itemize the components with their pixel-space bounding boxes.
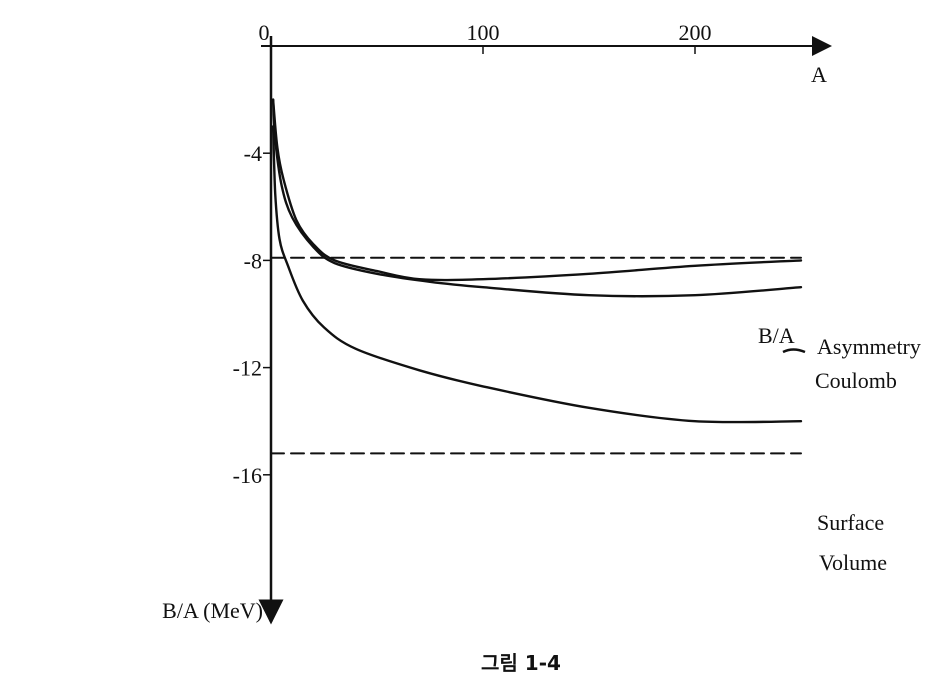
- series-surface-line: [271, 125, 803, 424]
- x-tick-label: 100: [467, 20, 500, 45]
- y-tick-label: -16: [233, 463, 262, 488]
- series-coulomb-line: [271, 98, 803, 298]
- label-asymmetry: Asymmetry: [817, 334, 921, 359]
- y-tick-label: -8: [244, 248, 262, 273]
- y-axis-label: B/A (MeV): [162, 598, 263, 623]
- figure-caption: 그림 1-4: [481, 651, 561, 675]
- y-tick-label: -12: [233, 356, 262, 381]
- x-axis-label: A: [811, 62, 827, 87]
- series-asymmetry-line: [271, 98, 803, 282]
- label-coulomb: Coulomb: [815, 368, 897, 393]
- x-tick-label: 0: [259, 20, 270, 45]
- y-tick-label: -4: [244, 141, 262, 166]
- label-volume: Volume: [819, 550, 887, 575]
- b-over-a-leader-mark: [782, 348, 806, 354]
- series-layer: [270, 98, 803, 455]
- label-surface: Surface: [817, 510, 884, 535]
- axes: 0 100 200 A -4 -8 -12 -16 B/A (MeV): [162, 20, 832, 625]
- label-layer: B/A Asymmetry Coulomb Surface Volume: [758, 323, 921, 575]
- x-tick-label: 200: [679, 20, 712, 45]
- label-b-over-a: B/A: [758, 323, 795, 348]
